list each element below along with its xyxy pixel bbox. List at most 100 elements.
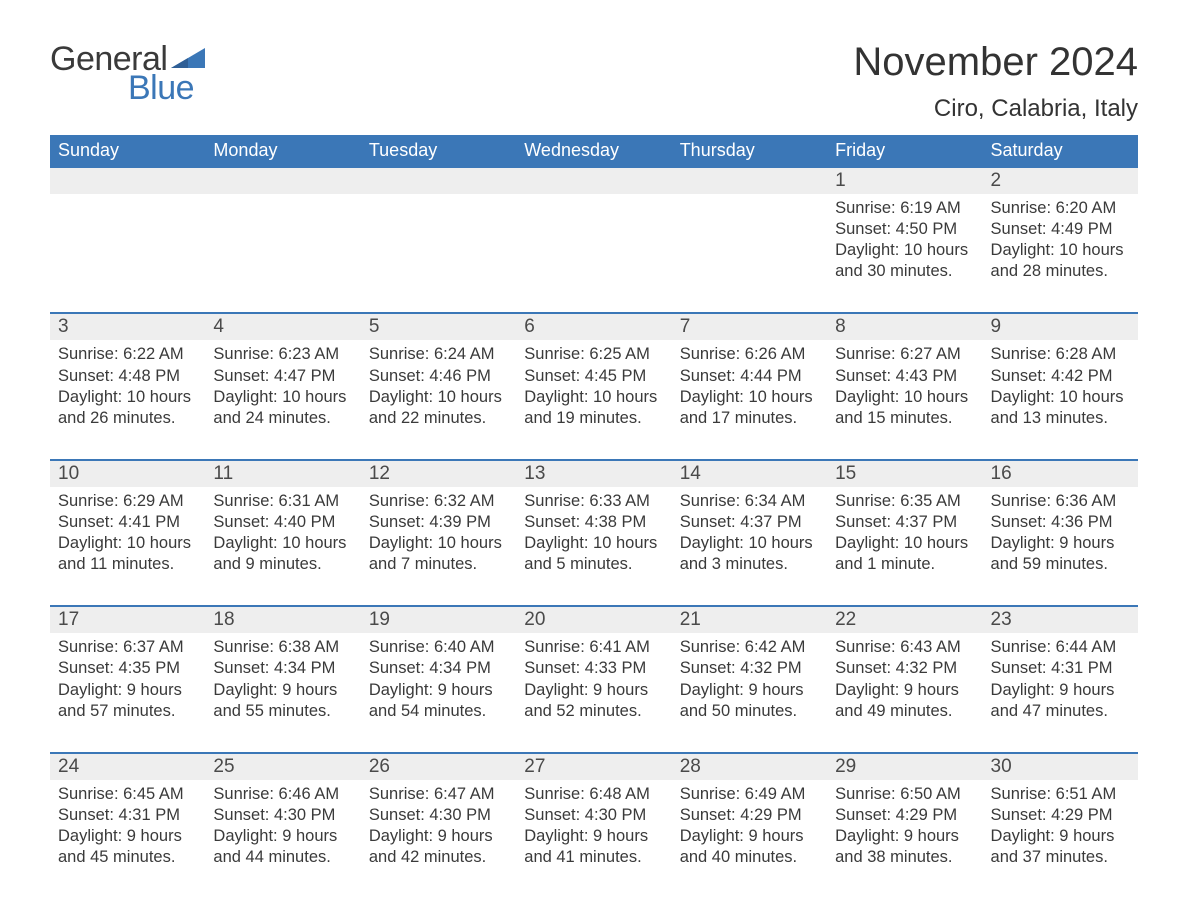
day-header: Wednesday <box>516 135 671 167</box>
day-cell: Sunrise: 6:44 AMSunset: 4:31 PMDaylight:… <box>983 633 1138 752</box>
day-number: 12 <box>361 460 516 487</box>
daylight-text: Daylight: 10 hours and 26 minutes. <box>58 387 197 429</box>
location-subtitle: Ciro, Calabria, Italy <box>853 95 1138 123</box>
daylight-text: Daylight: 10 hours and 13 minutes. <box>991 387 1130 429</box>
sunset-text: Sunset: 4:44 PM <box>680 366 819 387</box>
daylight-text: Daylight: 10 hours and 9 minutes. <box>213 533 352 575</box>
daylight-text: Daylight: 10 hours and 11 minutes. <box>58 533 197 575</box>
day-number: 10 <box>50 460 205 487</box>
daylight-text: Daylight: 9 hours and 37 minutes. <box>991 826 1130 868</box>
week-content-row: Sunrise: 6:19 AMSunset: 4:50 PMDaylight:… <box>50 194 1138 313</box>
day-number: 18 <box>205 606 360 633</box>
week-daynum-row: 10111213141516 <box>50 460 1138 487</box>
day-header: Tuesday <box>361 135 516 167</box>
day-number: 25 <box>205 753 360 780</box>
week-daynum-row: 12 <box>50 167 1138 194</box>
day-header-row: SundayMondayTuesdayWednesdayThursdayFrid… <box>50 135 1138 167</box>
sunrise-text: Sunrise: 6:35 AM <box>835 491 974 512</box>
day-number: 23 <box>983 606 1138 633</box>
day-cell: Sunrise: 6:50 AMSunset: 4:29 PMDaylight:… <box>827 780 982 876</box>
sunrise-text: Sunrise: 6:48 AM <box>524 784 663 805</box>
day-number <box>361 167 516 194</box>
daylight-text: Daylight: 10 hours and 30 minutes. <box>835 240 974 282</box>
sunrise-text: Sunrise: 6:29 AM <box>58 491 197 512</box>
daylight-text: Daylight: 10 hours and 24 minutes. <box>213 387 352 429</box>
day-cell: Sunrise: 6:27 AMSunset: 4:43 PMDaylight:… <box>827 340 982 459</box>
day-cell: Sunrise: 6:25 AMSunset: 4:45 PMDaylight:… <box>516 340 671 459</box>
day-number: 21 <box>672 606 827 633</box>
sunset-text: Sunset: 4:29 PM <box>835 805 974 826</box>
day-header: Friday <box>827 135 982 167</box>
day-number: 24 <box>50 753 205 780</box>
sunrise-text: Sunrise: 6:24 AM <box>369 344 508 365</box>
day-cell: Sunrise: 6:43 AMSunset: 4:32 PMDaylight:… <box>827 633 982 752</box>
sunrise-text: Sunrise: 6:19 AM <box>835 198 974 219</box>
day-number: 30 <box>983 753 1138 780</box>
daylight-text: Daylight: 10 hours and 28 minutes. <box>991 240 1130 282</box>
sunrise-text: Sunrise: 6:37 AM <box>58 637 197 658</box>
day-number: 7 <box>672 313 827 340</box>
day-cell: Sunrise: 6:28 AMSunset: 4:42 PMDaylight:… <box>983 340 1138 459</box>
day-number: 28 <box>672 753 827 780</box>
day-cell: Sunrise: 6:31 AMSunset: 4:40 PMDaylight:… <box>205 487 360 606</box>
daylight-text: Daylight: 9 hours and 50 minutes. <box>680 680 819 722</box>
daylight-text: Daylight: 9 hours and 59 minutes. <box>991 533 1130 575</box>
sunset-text: Sunset: 4:40 PM <box>213 512 352 533</box>
week-daynum-row: 3456789 <box>50 313 1138 340</box>
sunrise-text: Sunrise: 6:51 AM <box>991 784 1130 805</box>
day-cell: Sunrise: 6:40 AMSunset: 4:34 PMDaylight:… <box>361 633 516 752</box>
daylight-text: Daylight: 9 hours and 41 minutes. <box>524 826 663 868</box>
day-number: 17 <box>50 606 205 633</box>
day-number: 13 <box>516 460 671 487</box>
week-daynum-row: 17181920212223 <box>50 606 1138 633</box>
day-cell: Sunrise: 6:22 AMSunset: 4:48 PMDaylight:… <box>50 340 205 459</box>
sunrise-text: Sunrise: 6:43 AM <box>835 637 974 658</box>
sunset-text: Sunset: 4:37 PM <box>680 512 819 533</box>
sunset-text: Sunset: 4:47 PM <box>213 366 352 387</box>
sunset-text: Sunset: 4:30 PM <box>213 805 352 826</box>
day-cell: Sunrise: 6:45 AMSunset: 4:31 PMDaylight:… <box>50 780 205 876</box>
sunset-text: Sunset: 4:42 PM <box>991 366 1130 387</box>
sunset-text: Sunset: 4:31 PM <box>58 805 197 826</box>
sunrise-text: Sunrise: 6:36 AM <box>991 491 1130 512</box>
daylight-text: Daylight: 10 hours and 7 minutes. <box>369 533 508 575</box>
day-cell <box>361 194 516 313</box>
day-cell: Sunrise: 6:20 AMSunset: 4:49 PMDaylight:… <box>983 194 1138 313</box>
daylight-text: Daylight: 9 hours and 55 minutes. <box>213 680 352 722</box>
day-cell: Sunrise: 6:47 AMSunset: 4:30 PMDaylight:… <box>361 780 516 876</box>
day-cell: Sunrise: 6:23 AMSunset: 4:47 PMDaylight:… <box>205 340 360 459</box>
sunset-text: Sunset: 4:33 PM <box>524 658 663 679</box>
sunset-text: Sunset: 4:34 PM <box>369 658 508 679</box>
day-number: 1 <box>827 167 982 194</box>
brand-word-2: Blue <box>128 69 205 108</box>
day-cell: Sunrise: 6:35 AMSunset: 4:37 PMDaylight:… <box>827 487 982 606</box>
day-cell: Sunrise: 6:19 AMSunset: 4:50 PMDaylight:… <box>827 194 982 313</box>
sunrise-text: Sunrise: 6:45 AM <box>58 784 197 805</box>
day-cell <box>516 194 671 313</box>
day-cell: Sunrise: 6:32 AMSunset: 4:39 PMDaylight:… <box>361 487 516 606</box>
daylight-text: Daylight: 9 hours and 52 minutes. <box>524 680 663 722</box>
brand-logo: General Blue <box>50 40 205 108</box>
day-number: 20 <box>516 606 671 633</box>
sunrise-text: Sunrise: 6:23 AM <box>213 344 352 365</box>
sunrise-text: Sunrise: 6:33 AM <box>524 491 663 512</box>
day-cell: Sunrise: 6:46 AMSunset: 4:30 PMDaylight:… <box>205 780 360 876</box>
title-block: November 2024 Ciro, Calabria, Italy <box>853 40 1138 127</box>
sunset-text: Sunset: 4:46 PM <box>369 366 508 387</box>
daylight-text: Daylight: 10 hours and 5 minutes. <box>524 533 663 575</box>
day-number <box>205 167 360 194</box>
sunset-text: Sunset: 4:30 PM <box>524 805 663 826</box>
sunset-text: Sunset: 4:39 PM <box>369 512 508 533</box>
sunset-text: Sunset: 4:31 PM <box>991 658 1130 679</box>
day-cell: Sunrise: 6:41 AMSunset: 4:33 PMDaylight:… <box>516 633 671 752</box>
sunrise-text: Sunrise: 6:41 AM <box>524 637 663 658</box>
sunrise-text: Sunrise: 6:42 AM <box>680 637 819 658</box>
day-cell <box>205 194 360 313</box>
day-header: Thursday <box>672 135 827 167</box>
day-number: 6 <box>516 313 671 340</box>
week-content-row: Sunrise: 6:37 AMSunset: 4:35 PM Daylight:… <box>50 633 1138 752</box>
sunset-text: Sunset: 4:35 PM <box>58 658 197 679</box>
day-cell: Sunrise: 6:48 AMSunset: 4:30 PMDaylight:… <box>516 780 671 876</box>
sunrise-text: Sunrise: 6:22 AM <box>58 344 197 365</box>
day-number: 19 <box>361 606 516 633</box>
